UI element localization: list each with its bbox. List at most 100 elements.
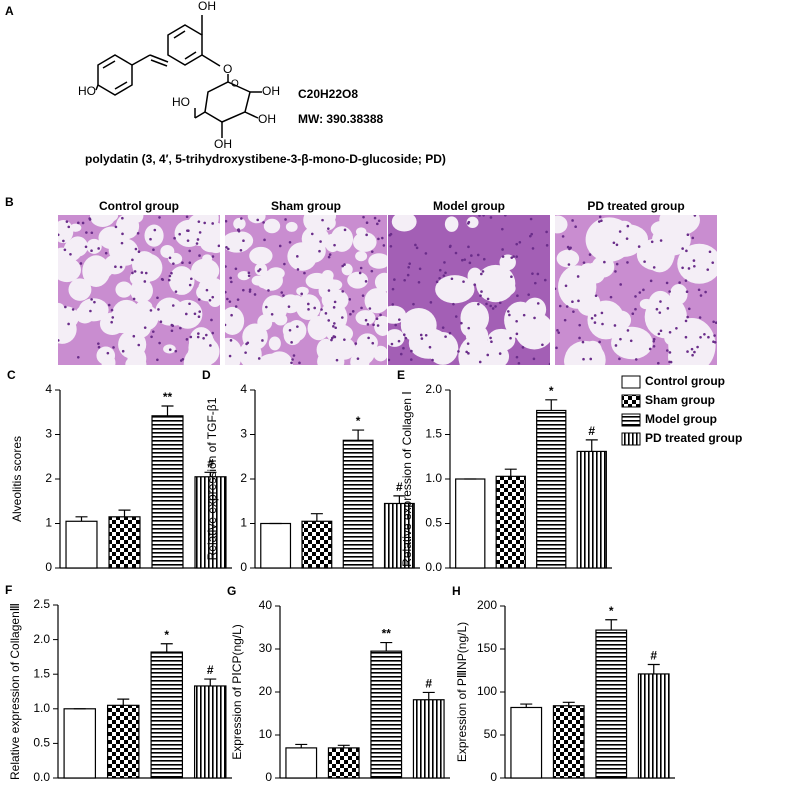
nucleus [466, 222, 470, 225]
y-axis-label: Alveolitis scores [10, 436, 24, 522]
bar [510, 706, 543, 779]
nucleus [225, 219, 228, 223]
y-tick-label: 100 [477, 684, 497, 698]
nucleus [466, 342, 470, 345]
nucleus [691, 236, 695, 240]
nucleus [486, 353, 490, 357]
nucleus [67, 322, 70, 326]
nucleus [685, 290, 689, 293]
nucleus [242, 288, 245, 292]
nucleus [282, 294, 285, 297]
nucleus [267, 289, 270, 292]
nucleus [370, 250, 374, 253]
nucleus [666, 349, 669, 352]
error-bar [504, 468, 517, 477]
nucleus [376, 222, 379, 226]
nucleus [291, 358, 294, 361]
nucleus [684, 279, 688, 282]
alveolus [266, 351, 293, 365]
nucleus [370, 269, 374, 273]
nucleus [543, 278, 547, 282]
nucleus [174, 349, 178, 353]
nucleus [179, 359, 183, 362]
nucleus [657, 332, 661, 336]
significance-mark: # [207, 663, 214, 677]
nucleus [382, 244, 386, 247]
nucleus [197, 332, 200, 335]
nucleus [510, 275, 513, 278]
y-tick-label: 3 [240, 427, 247, 441]
alveolus [296, 286, 309, 296]
nucleus [593, 321, 597, 324]
nucleus [228, 354, 232, 358]
y-tick-label: 1.5 [33, 666, 50, 680]
nucleus [658, 311, 662, 314]
nucleus [402, 333, 406, 337]
significance-mark: # [650, 649, 657, 663]
nucleus [713, 341, 717, 344]
nucleus [409, 358, 413, 361]
nucleus [527, 293, 530, 296]
nucleus [196, 335, 200, 339]
nucleus [512, 255, 515, 258]
nucleus [564, 284, 568, 288]
nucleus [481, 270, 485, 273]
tissue [58, 215, 220, 365]
y-axis-label: Expression of PⅠCP(ng/L) [230, 624, 244, 760]
nucleus [188, 249, 191, 253]
nucleus [106, 351, 110, 355]
nucleus [557, 331, 561, 334]
nucleus [449, 244, 452, 248]
nucleus [548, 362, 550, 365]
nucleus [121, 349, 125, 353]
nucleus [659, 329, 663, 333]
alveolus [115, 281, 133, 298]
y-tick-label: 150 [477, 641, 497, 655]
alveolus [611, 326, 653, 360]
y-tick-label: 2.5 [33, 597, 50, 611]
nucleus [114, 225, 118, 229]
nucleus [287, 305, 291, 308]
nucleus [626, 261, 629, 264]
nucleus [234, 267, 238, 271]
alveolus [683, 254, 699, 267]
nucleus [650, 240, 654, 244]
nucleus [577, 299, 580, 303]
atom-label: O [223, 62, 232, 76]
nucleus [112, 346, 115, 349]
nucleus [668, 330, 672, 334]
nucleus [510, 256, 514, 259]
alveolus [368, 253, 387, 269]
nucleus [648, 347, 652, 351]
nucleus [372, 323, 375, 327]
nucleus [508, 313, 511, 317]
nucleus [62, 239, 65, 243]
nucleus [685, 249, 688, 253]
nucleus [429, 301, 433, 304]
nucleus [230, 280, 233, 284]
nucleus [332, 335, 336, 338]
nucleus [652, 340, 656, 343]
nucleus [678, 281, 681, 284]
nucleus [133, 270, 137, 273]
atom-label: OH [262, 84, 280, 98]
nucleus [490, 340, 493, 344]
nucleus [517, 361, 521, 365]
image-title: Control group [99, 199, 179, 213]
error-bar [295, 743, 308, 748]
alveolus [258, 270, 283, 291]
nucleus [348, 298, 352, 301]
nucleus [618, 357, 621, 361]
nucleus [626, 224, 630, 228]
alveolus [68, 278, 92, 301]
alveolus [352, 232, 377, 252]
nucleus [90, 249, 93, 253]
nucleus [391, 303, 395, 306]
nucleus [77, 221, 80, 225]
nucleus [261, 339, 264, 342]
alveolus [233, 217, 246, 230]
nucleus [237, 228, 240, 231]
nucleus [368, 307, 372, 310]
nucleus [151, 330, 155, 333]
nucleus [343, 338, 346, 341]
